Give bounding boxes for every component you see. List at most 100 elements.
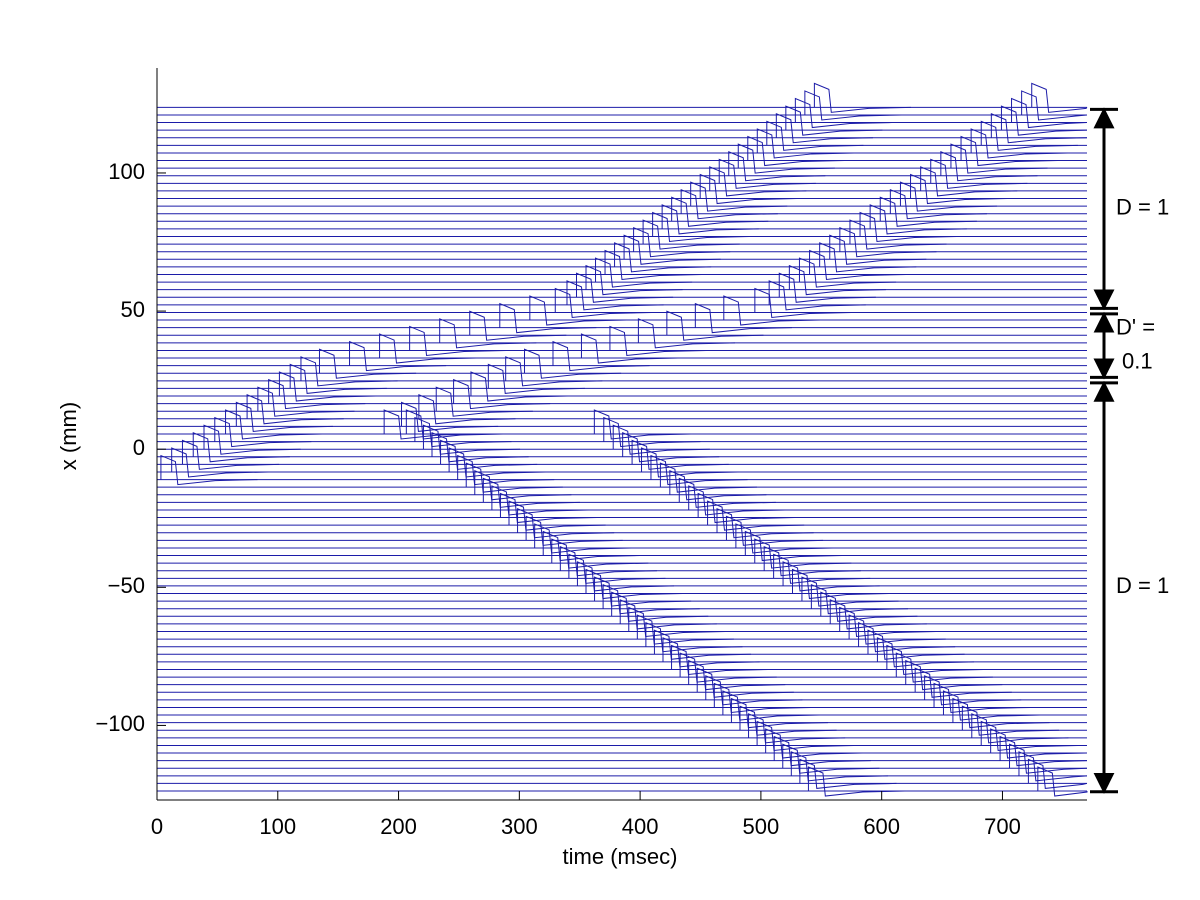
spike — [728, 150, 826, 182]
spike — [575, 272, 674, 303]
spike — [580, 333, 679, 364]
spike — [383, 409, 481, 440]
spike — [474, 470, 572, 501]
spike — [782, 743, 880, 774]
spike — [671, 644, 769, 676]
spike — [611, 591, 709, 622]
spike — [1000, 105, 1088, 136]
spike — [554, 287, 652, 319]
spike — [257, 386, 355, 417]
spike — [214, 416, 312, 448]
x-tick-label: 400 — [622, 814, 659, 839]
x-tick-label: 0 — [151, 814, 163, 839]
spike — [499, 492, 598, 524]
spike — [914, 667, 1012, 698]
spike — [773, 553, 871, 584]
x-tick-label: 700 — [984, 814, 1021, 839]
spike — [763, 545, 861, 577]
spike — [699, 173, 797, 205]
y-axis-label: x (mm) — [56, 402, 81, 470]
spike — [876, 637, 975, 668]
spike — [773, 735, 871, 767]
spike — [924, 675, 1022, 706]
spike — [487, 363, 585, 394]
spike — [679, 652, 777, 683]
spike — [636, 614, 734, 645]
spike — [246, 394, 344, 425]
spike — [192, 432, 290, 463]
spike — [653, 629, 752, 660]
spike — [662, 637, 760, 668]
spike — [737, 143, 835, 174]
spike — [754, 287, 852, 319]
spike — [645, 621, 743, 653]
spike — [807, 766, 906, 797]
spike — [669, 470, 767, 501]
spike — [694, 302, 792, 334]
spike — [688, 659, 786, 691]
spike — [203, 424, 301, 455]
spike — [766, 120, 864, 151]
spike — [602, 583, 700, 615]
spike — [813, 82, 912, 113]
spike — [690, 181, 788, 212]
spike — [756, 128, 854, 159]
x-tick-label: 100 — [259, 814, 296, 839]
spike — [300, 356, 398, 387]
spike — [552, 340, 650, 372]
spike — [869, 204, 967, 235]
spike — [499, 302, 597, 334]
spike — [829, 599, 927, 630]
spike — [718, 158, 816, 189]
spike — [614, 242, 712, 273]
spike — [848, 614, 946, 645]
spike — [707, 500, 805, 531]
spike — [829, 234, 927, 265]
spike — [940, 150, 1038, 182]
spike — [534, 523, 632, 554]
spike — [839, 226, 937, 258]
x-axis-label: time (msec) — [563, 844, 678, 869]
spike — [744, 530, 842, 562]
spike — [409, 325, 507, 356]
spike — [439, 318, 537, 349]
region-label: D = 1 — [1116, 573, 1169, 598]
spike — [899, 181, 998, 212]
spike — [688, 485, 786, 516]
spike — [765, 728, 863, 759]
spike — [735, 523, 833, 554]
spike — [754, 538, 852, 569]
spike — [289, 363, 387, 394]
spike — [794, 97, 892, 129]
spike — [1011, 97, 1088, 129]
spike — [933, 682, 1031, 714]
spike — [804, 90, 902, 121]
spike — [666, 310, 764, 341]
spike — [839, 606, 937, 638]
spike — [778, 272, 876, 303]
spike — [1021, 90, 1088, 121]
spike — [642, 219, 740, 250]
spike — [859, 211, 957, 243]
spike — [980, 120, 1078, 151]
spike — [697, 492, 795, 524]
spike — [782, 561, 880, 592]
spike — [482, 477, 580, 508]
spike — [181, 439, 280, 470]
spike — [942, 690, 1041, 721]
spike — [525, 515, 623, 546]
spike — [431, 432, 529, 463]
spike — [631, 439, 729, 470]
spike — [820, 591, 918, 622]
spike — [603, 416, 701, 448]
spike — [895, 652, 993, 683]
spike — [867, 629, 965, 660]
spike — [469, 310, 567, 341]
spike — [619, 599, 717, 630]
x-tick-label: 300 — [501, 814, 538, 839]
spike — [716, 508, 814, 539]
spike — [465, 462, 563, 493]
spike — [790, 751, 888, 782]
spike — [886, 644, 984, 676]
spike — [705, 675, 803, 706]
